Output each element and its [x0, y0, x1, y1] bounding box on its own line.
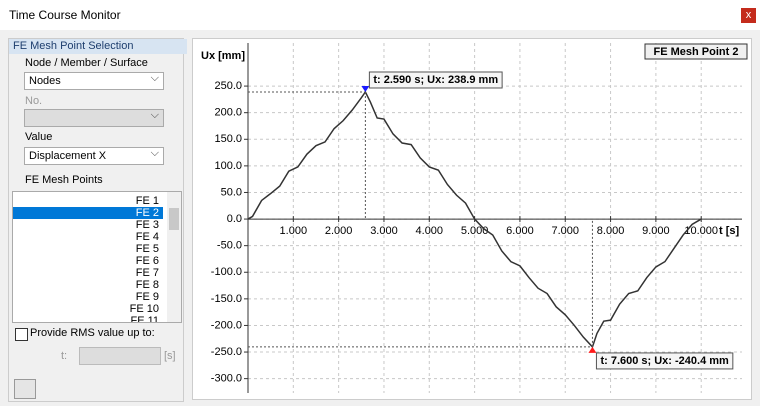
list-item[interactable]: FE 2: [13, 207, 163, 219]
annotation: t: 7.600 s; Ux: -240.4 mm: [600, 355, 729, 367]
list-item[interactable]: FE 8: [135, 279, 159, 291]
title-bar: Time Course Monitor x: [0, 0, 760, 30]
close-button[interactable]: x: [741, 8, 756, 23]
scroll-thumb[interactable]: [169, 208, 179, 230]
x-tick-label: 3.000: [370, 225, 398, 237]
scrollbar[interactable]: [167, 192, 181, 322]
dropdown-value: Nodes: [29, 75, 61, 87]
annotation-box: [595, 352, 734, 370]
label: [s]: [164, 350, 176, 362]
y-tick-label: 0.0: [227, 213, 242, 225]
point-list: FE 1 FE 2 FE 3 FE 4 FE 5 FE 6 FE 7 FE 8 FE 9 FE 1…: [12, 191, 182, 323]
label: FE Mesh Points: [25, 174, 103, 186]
y-tick-label: 150.0: [214, 133, 242, 145]
label: Value: [25, 131, 53, 143]
x-tick-label: 1.000: [280, 225, 308, 237]
checkbox[interactable]: [15, 328, 28, 341]
y-tick-label: 100.0: [214, 160, 242, 172]
window-title: Time Course Monitor: [9, 8, 121, 22]
chart: 250.0 200.0 150.0 100.0 50.0 0.0 -50.0 -100.0 -1…: [192, 38, 752, 400]
list-item[interactable]: FE 10: [129, 303, 159, 315]
list-item[interactable]: FE 9: [135, 291, 159, 303]
label: No.: [25, 95, 43, 107]
x-tick-label: 7.000: [551, 225, 579, 237]
list-item[interactable]: FE 1: [135, 195, 159, 207]
x-tick-label: 8.000: [597, 225, 625, 237]
dropdown: [24, 109, 164, 127]
side-panel: FE Mesh Point Selection Node / Member / …: [8, 38, 187, 402]
label: t:: [61, 350, 68, 362]
legend-label: FE Mesh Point 2: [654, 46, 739, 58]
t-input: [79, 347, 161, 365]
x-tick-label: 10.000: [684, 225, 718, 237]
annotation-box: [368, 71, 503, 89]
x-tick-label: 5.000: [461, 225, 489, 237]
list-item[interactable]: FE 11: [130, 315, 159, 323]
list-item[interactable]: FE 4: [135, 231, 159, 243]
y-tick-label: -250.0: [211, 346, 242, 358]
annotation: t: 2.590 s; Ux: 238.9 mm: [373, 74, 498, 86]
y-tick-label: 50.0: [221, 186, 242, 198]
print-button[interactable]: [14, 379, 36, 399]
x-tick-label: 6.000: [506, 225, 534, 237]
y-tick-label: -300.0: [211, 373, 242, 385]
x-tick-label: 2.000: [325, 225, 353, 237]
y-tick-label: 200.0: [214, 107, 242, 119]
x-axis-label: t [s]: [719, 225, 740, 237]
y-axis-label: Ux [mm]: [201, 50, 245, 62]
series-line: [247, 90, 702, 349]
y-tick-label: -50.0: [217, 240, 242, 252]
label: Provide RMS value up to:: [30, 327, 155, 339]
x-tick-label: 4.000: [416, 225, 444, 237]
y-tick-label: -150.0: [211, 293, 242, 305]
label: Node / Member / Surface: [25, 57, 148, 69]
y-tick-label: -100.0: [211, 266, 242, 278]
panel-title: FE Mesh Point Selection: [9, 39, 187, 54]
dropdown[interactable]: Displacement X: [24, 147, 164, 165]
y-tick-label: 250.0: [214, 80, 242, 92]
x-tick-label: 9.000: [642, 225, 670, 237]
dropdown[interactable]: Nodes: [24, 72, 164, 90]
list-item[interactable]: FE 6: [135, 255, 159, 267]
dropdown-value: Displacement X: [29, 150, 107, 162]
marker: [588, 346, 597, 353]
list-item[interactable]: FE 3: [135, 219, 159, 231]
list-item[interactable]: FE 7: [135, 267, 159, 279]
marker: [361, 85, 370, 92]
legend-box: [644, 43, 748, 60]
list-item[interactable]: FE 5: [135, 243, 159, 255]
y-tick-label: -200.0: [211, 319, 242, 331]
